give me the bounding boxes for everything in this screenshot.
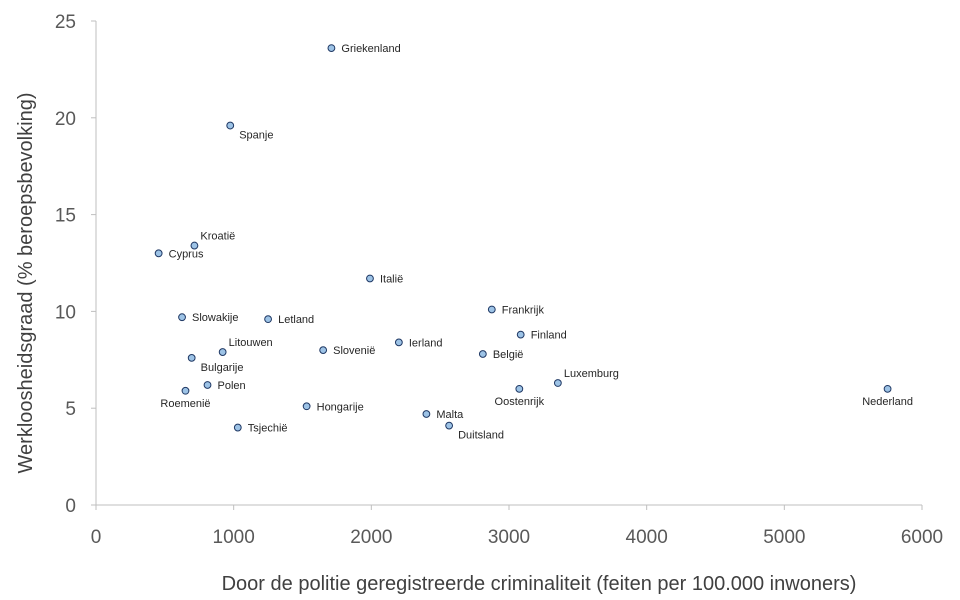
x-tick-label: 0 — [91, 527, 102, 548]
data-point-label: Oostenrijk — [495, 396, 545, 408]
data-point — [394, 338, 403, 347]
data-point-label: Hongarije — [317, 401, 364, 413]
data-point-label: Polen — [218, 380, 246, 392]
x-tick-label: 4000 — [626, 527, 668, 548]
data-point-label: Duitsland — [458, 430, 504, 442]
x-axis-title: Door de politie geregistreerde criminali… — [222, 573, 857, 595]
y-axis-ticks: 0 5 10 15 20 25 — [55, 12, 96, 517]
data-point — [445, 421, 454, 430]
data-point — [302, 402, 311, 411]
x-tick-label: 1000 — [213, 527, 255, 548]
data-point — [218, 348, 227, 356]
y-tick-label: 25 — [55, 12, 76, 33]
data-point — [319, 346, 328, 355]
x-tick-label: 6000 — [901, 527, 943, 548]
x-tick-label: 2000 — [350, 527, 392, 548]
data-point-labels: Griekenland Spanje Kroatië Cyprus Italië Fran… — [160, 43, 913, 442]
data-point-label: België — [493, 349, 524, 361]
data-point-label: Bulgarije — [201, 362, 244, 374]
data-point-label: Tsjechië — [248, 423, 288, 435]
data-point — [515, 384, 524, 393]
data-point — [190, 241, 199, 250]
data-point-label: Slovenië — [333, 345, 375, 357]
data-point-label: Roemenië — [160, 398, 210, 410]
data-point — [516, 330, 525, 339]
data-point — [883, 384, 892, 393]
data-point-label: Finland — [531, 330, 567, 342]
data-point — [181, 386, 190, 395]
data-point-label: Slowakije — [192, 312, 238, 324]
data-point-label: Frankrijk — [502, 304, 545, 316]
y-tick-label: 0 — [65, 496, 76, 517]
data-point — [487, 305, 496, 314]
x-tick-label: 5000 — [763, 527, 805, 548]
data-point — [478, 350, 487, 358]
data-point-label: Cyprus — [169, 248, 204, 260]
data-point-label: Spanje — [239, 130, 273, 142]
data-point-label: Luxemburg — [564, 368, 619, 380]
data-point — [233, 423, 242, 432]
y-tick-label: 20 — [55, 109, 76, 130]
data-point — [553, 379, 562, 387]
data-point-label: Ierland — [409, 337, 443, 349]
data-points — [154, 44, 892, 432]
data-point-label: Malta — [436, 409, 464, 421]
data-point — [366, 274, 374, 283]
data-point — [327, 44, 336, 53]
data-point-label: Letland — [278, 314, 314, 326]
data-point — [178, 313, 186, 322]
data-point — [226, 121, 235, 130]
data-point — [422, 410, 431, 418]
x-axis-ticks: 0 1000 2000 3000 4000 5000 6000 — [91, 505, 943, 548]
x-tick-label: 3000 — [488, 527, 530, 548]
data-point — [264, 315, 272, 324]
data-point-label: Litouwen — [229, 337, 273, 349]
y-tick-label: 10 — [55, 302, 76, 323]
data-point-label: Italië — [380, 273, 403, 285]
y-tick-label: 15 — [55, 206, 76, 227]
data-point — [203, 381, 212, 389]
data-point-label: Nederland — [862, 396, 913, 408]
data-point-label: Griekenland — [341, 43, 400, 55]
data-point — [154, 249, 163, 258]
y-tick-label: 5 — [65, 399, 76, 420]
data-point-label: Kroatië — [200, 231, 235, 243]
y-axis-title: Werkloosheidsgraad (% beroepsbevolking) — [15, 93, 37, 474]
data-point — [187, 353, 196, 362]
